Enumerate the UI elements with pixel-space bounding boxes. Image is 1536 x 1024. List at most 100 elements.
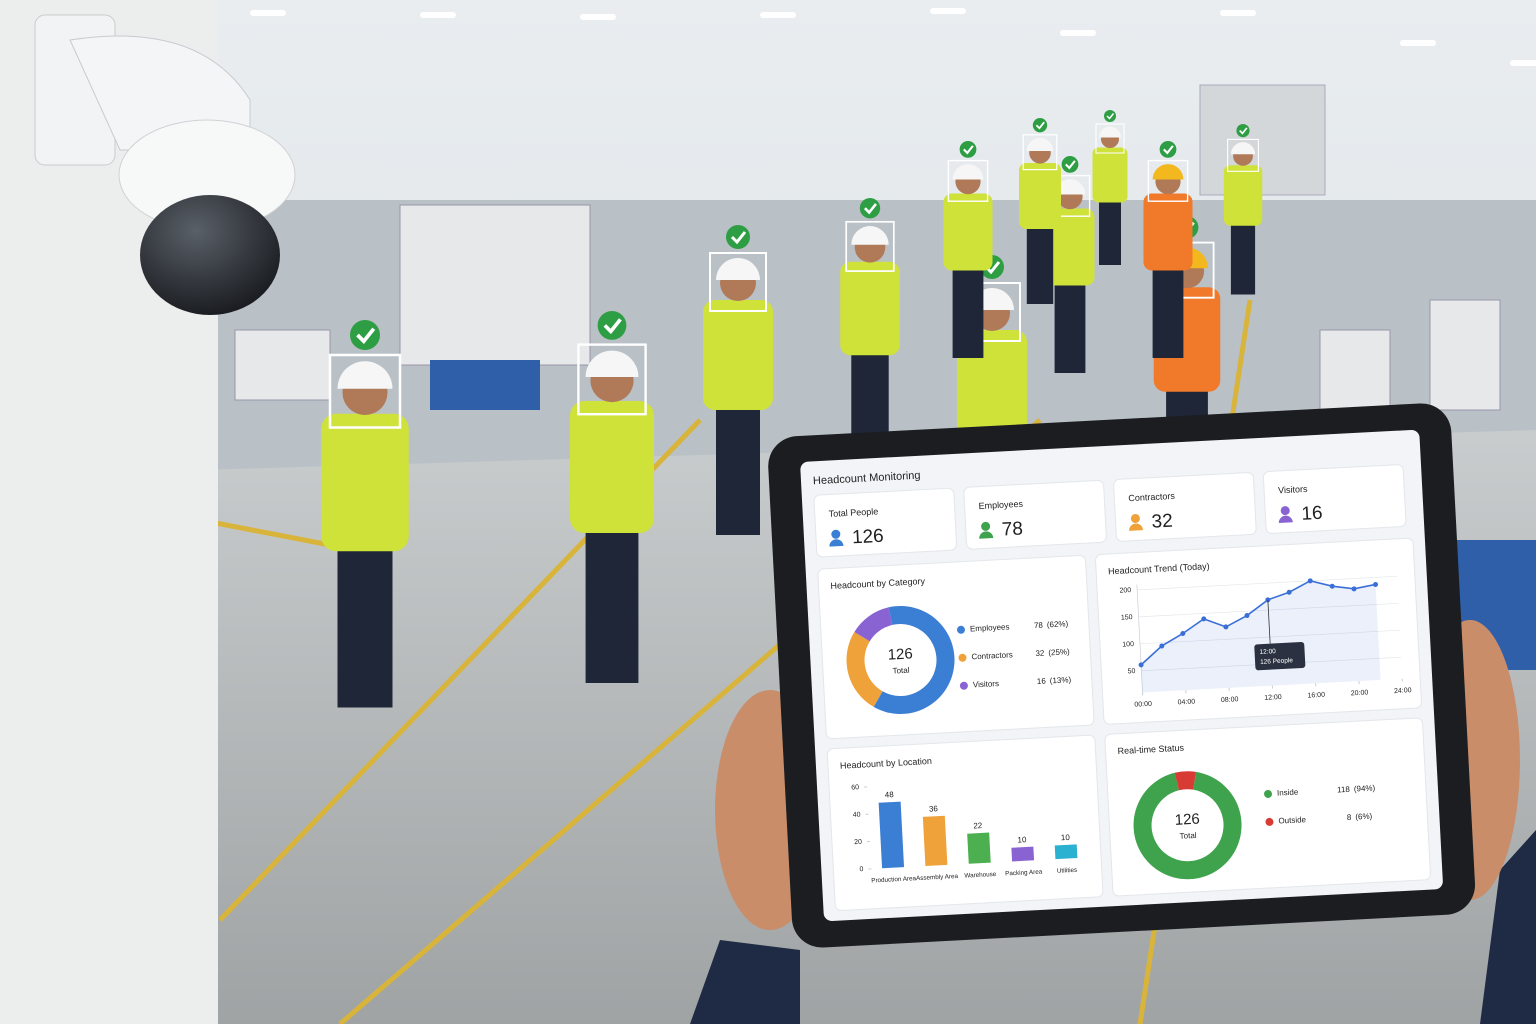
x-tick-label: Packing Area	[1005, 869, 1043, 878]
bar-value-label: 48	[885, 790, 895, 799]
floor-line	[199, 517, 331, 548]
x-tick-label: 12:00	[1264, 694, 1282, 702]
panel	[817, 555, 1095, 740]
tooltip-text: 126 People	[1260, 657, 1294, 666]
y-tick-label: 200	[1119, 587, 1131, 595]
x-tick-label: Production Area	[871, 875, 917, 884]
point	[1351, 586, 1357, 592]
bar	[922, 815, 948, 866]
worker	[1092, 110, 1128, 265]
kpi-icon	[981, 521, 991, 531]
panel	[1095, 537, 1422, 725]
donut-center-value: 126	[887, 645, 913, 663]
check-mark	[356, 327, 376, 345]
legend-share: (13%)	[1050, 675, 1072, 685]
check-mark	[1035, 121, 1045, 130]
line	[1140, 580, 1376, 666]
legend-share: (25%)	[1048, 647, 1070, 657]
worker-legs	[952, 267, 984, 358]
worker-helmet	[1152, 164, 1184, 180]
detection-box	[845, 220, 895, 272]
x-tick-label: 24:00	[1394, 687, 1412, 695]
worker-helmet	[337, 361, 393, 389]
donut-segment	[1174, 771, 1196, 791]
legend-value: 16	[1037, 677, 1047, 686]
donut-segment	[1133, 771, 1242, 880]
y-tick-label: 150	[1121, 614, 1133, 622]
worker-helmet	[1054, 179, 1086, 195]
ceiling-light	[930, 8, 966, 14]
bar-value-label: 36	[929, 804, 939, 813]
worker-legs	[1054, 282, 1086, 373]
ceiling-lights	[250, 8, 1536, 66]
y-tick-label: 50	[1127, 668, 1135, 675]
kpi-value: 78	[1001, 518, 1023, 540]
machine	[234, 329, 331, 401]
legend-dot	[958, 653, 967, 662]
panel	[1104, 717, 1431, 897]
kpi-icon	[831, 529, 841, 539]
kpi-card	[813, 487, 958, 558]
roll-door	[1199, 84, 1326, 196]
legend-label: Inside	[1277, 787, 1299, 797]
legend-label: Employees	[970, 622, 1010, 633]
legend-label: Visitors	[973, 679, 1000, 689]
y-tick-label: 0	[859, 866, 863, 873]
ceiling-light	[420, 12, 456, 18]
check-badge	[1061, 156, 1079, 173]
tooltip-pointer	[1267, 599, 1271, 644]
worker-vest	[1019, 163, 1061, 229]
ceiling-light	[1220, 10, 1256, 16]
worker-vest	[943, 193, 993, 271]
worker-vest	[570, 401, 654, 533]
kpi-icon	[1280, 506, 1290, 516]
x-tick-label: 00:00	[1134, 701, 1152, 709]
point	[1373, 581, 1379, 587]
x-tick-label: Utilities	[1057, 867, 1078, 875]
y-tick-label: 20	[854, 839, 862, 846]
tablet: Headcount Monitoring Total People 126 Empl…	[768, 403, 1476, 948]
kpi-card	[1262, 464, 1407, 534]
worker	[1223, 124, 1263, 295]
check-badge	[1032, 118, 1048, 133]
machine	[1429, 299, 1501, 411]
worker-vest	[1143, 193, 1193, 271]
worker-vest	[1092, 147, 1128, 203]
bar	[878, 801, 905, 869]
check-badge	[350, 320, 380, 350]
ceiling-light	[760, 12, 796, 18]
y-tick-label: 100	[1122, 641, 1134, 649]
legend-share: (6%)	[1355, 812, 1373, 822]
kpi-label: Employees	[978, 499, 1023, 511]
check-badge	[726, 225, 750, 249]
worker-vest	[840, 261, 900, 356]
worker-legs	[1230, 223, 1256, 295]
point	[1159, 643, 1165, 649]
worker-helmet	[1026, 137, 1054, 151]
x-tick-label: 04:00	[1178, 698, 1196, 706]
ceiling-light	[580, 14, 616, 20]
worker-vest	[321, 413, 409, 552]
bar	[967, 832, 991, 864]
legend-dot	[1264, 789, 1273, 798]
check-badge	[1236, 124, 1250, 138]
grid-line	[1137, 575, 1397, 591]
worker	[703, 225, 773, 535]
machine	[1319, 329, 1391, 421]
worker-helmet	[716, 258, 760, 280]
detection-box	[709, 252, 767, 312]
x-tick-label: Assembly Area	[916, 873, 959, 882]
y-axis	[1136, 584, 1143, 693]
legend-label: Contractors	[971, 650, 1013, 661]
legend-label: Outside	[1278, 815, 1307, 825]
panel-title: Headcount by Location	[840, 756, 932, 771]
x-tick-label: 16:00	[1307, 692, 1325, 700]
worker-legs	[1152, 267, 1184, 358]
kpi-card	[963, 479, 1107, 550]
bar-value-label: 10	[1017, 835, 1027, 844]
worker-helmet	[1230, 142, 1256, 155]
check-badge	[1159, 141, 1177, 158]
check-mark	[1065, 160, 1076, 170]
